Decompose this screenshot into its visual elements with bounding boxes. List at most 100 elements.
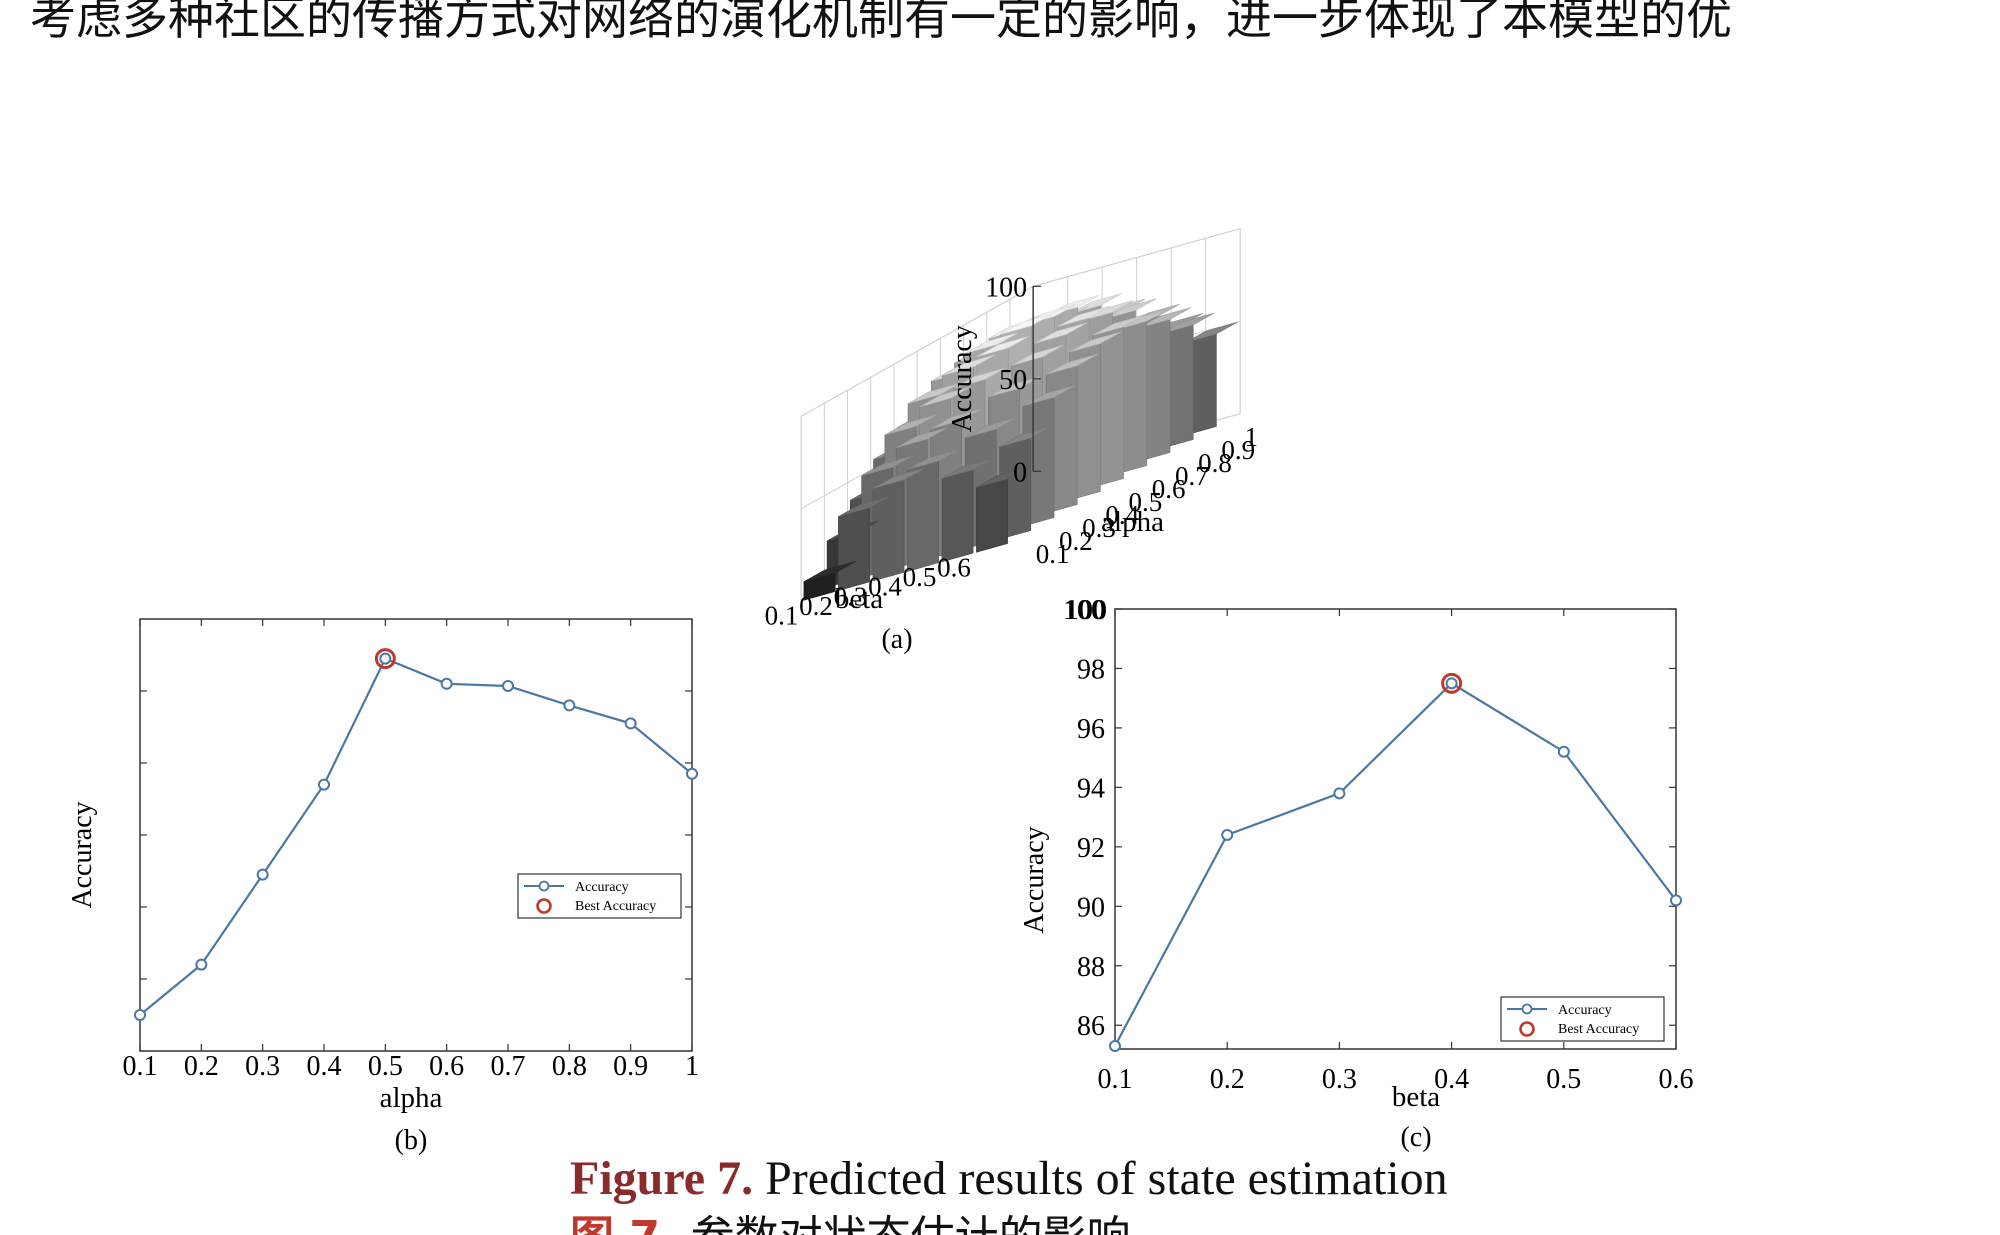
data-point [379, 652, 392, 665]
beta-tick-label: 0.6 [937, 553, 971, 583]
x-tick-label: 0.1 [1098, 1064, 1133, 1095]
bar-top [1185, 322, 1238, 343]
bar-top [1011, 344, 1064, 366]
legend-entry-accuracy: Accuracy [1558, 1003, 1612, 1018]
data-point [318, 778, 330, 791]
bar-top [1104, 298, 1157, 320]
bar-face [976, 478, 1008, 553]
data-point [1109, 1040, 1121, 1053]
panel-label: (a) [881, 624, 912, 655]
bars [803, 293, 1238, 601]
panel-c-line-chart: 0.1 0.2 0.3 0.4 0.5 0.686889092949698100100Ac… [1019, 595, 1694, 1153]
x-tick-label: 0.1 [123, 1051, 158, 1082]
data-point [1557, 745, 1570, 758]
x-tick-label: 0.2 [184, 1051, 219, 1082]
data-point [502, 679, 514, 692]
legend-point-swatch [1521, 1003, 1533, 1015]
bar-3d [999, 426, 1052, 540]
data-point [440, 677, 453, 690]
y-tick-label: 86 [1077, 1011, 1105, 1042]
bar-top [838, 495, 891, 517]
legend-best-swatch [1519, 1021, 1535, 1037]
data-point [1221, 828, 1234, 841]
bar-face [838, 507, 870, 591]
bar-top [803, 561, 857, 582]
legend-entry-best: Best Accuracy [575, 899, 656, 914]
x-axis-label: alpha [380, 1082, 443, 1114]
bar-top [1069, 331, 1122, 353]
figure-caption-chinese: 图 7. 参数对状态估计的影响 [570, 1212, 1370, 1235]
x-tick-label: 0.5 [1546, 1064, 1581, 1095]
legend-point-swatch [538, 880, 550, 892]
x-tick-label: 0.6 [429, 1051, 464, 1082]
panel-b-line-chart: 0.1 0.2 0.3 0.4 0.5 0.6 0.7 0.8 0.9 1 Accuracy alph… [67, 618, 699, 1156]
bar-3d [838, 495, 891, 592]
bar-top [942, 354, 995, 376]
beta-tick-label: 0.5 [903, 562, 937, 592]
panel-label: (c) [1400, 1122, 1431, 1153]
legend-entry-best: Best Accuracy [1558, 1022, 1639, 1037]
alpha-tick-label: 0.9 [1221, 435, 1255, 465]
x-tick-label: 0.8 [552, 1051, 587, 1082]
bar-top [976, 336, 1030, 357]
y-tick-label: 98 [1077, 654, 1105, 685]
bar-top [884, 414, 938, 436]
z-tick-label: 100 [985, 272, 1027, 303]
x-tick-label: 0.9 [613, 1051, 648, 1082]
beta-tick-label: 0.1 [765, 601, 799, 631]
legend-entry-accuracy: Accuracy [575, 880, 629, 895]
bar-top [976, 466, 1029, 488]
data-point [1445, 677, 1458, 690]
alpha-tick-label: 0.7 [1175, 461, 1209, 491]
bar-top [1092, 314, 1145, 336]
bar-top [872, 467, 926, 489]
bar-top [1161, 312, 1215, 334]
figure-caption-label-zh: 图 7. [570, 1212, 677, 1235]
bar-3d [941, 457, 995, 563]
figure-caption-label: Figure 7. [570, 1152, 754, 1205]
y-tick-label: 94 [1077, 773, 1105, 804]
x-tick-label: 0.3 [1322, 1064, 1357, 1095]
bar-top [953, 367, 1007, 389]
legend-best-swatch [536, 898, 552, 914]
y-tick-label: 92 [1077, 833, 1105, 864]
y-tick-label: 90 [1077, 892, 1105, 923]
x-tick-label: 0.7 [491, 1051, 526, 1082]
bar-face [907, 460, 939, 572]
x-tick-label: 0.2 [1210, 1064, 1245, 1095]
data-point [563, 699, 576, 712]
y-axis-label: Accuracy [67, 801, 98, 908]
best-accuracy-marker [1441, 672, 1463, 694]
x-tick-label: 1 [685, 1051, 699, 1082]
bar-top [965, 417, 1018, 439]
plot-frame [1114, 608, 1677, 1050]
y-tick-label: 100 [1065, 595, 1107, 626]
bar-top [919, 386, 972, 408]
bar-top [1000, 313, 1053, 335]
bar-top [907, 449, 960, 470]
bar-3d [907, 449, 960, 572]
bar-3d [976, 466, 1029, 553]
bar-top [1057, 305, 1111, 327]
x-axis-label: beta [1392, 1081, 1440, 1113]
bar-top [999, 426, 1052, 447]
bar-face [941, 469, 974, 563]
data-point [256, 868, 269, 881]
beta-axis-label: beta [835, 583, 883, 615]
data-point [134, 1009, 146, 1021]
data-point [686, 767, 698, 780]
y-tick-label: 100 [1063, 595, 1105, 626]
body-text-line: 考虑多种社区的传播方式对网络的演化机制有一定的影响，进一步体现了本模型的优 [30, 0, 1732, 45]
alpha-tick-label: 1 [1245, 422, 1259, 452]
x-tick-label: 0.4 [307, 1051, 342, 1082]
alpha-tick-label: 0.5 [1129, 487, 1163, 517]
bar-top [1022, 385, 1076, 407]
data-point [1670, 894, 1682, 907]
x-tick-label: 0.5 [368, 1051, 403, 1082]
y-axis-label: Accuracy [1019, 826, 1050, 933]
alpha-tick-label: 0.1 [1036, 539, 1070, 569]
bar-3d [872, 467, 926, 582]
bar-3d [803, 561, 857, 601]
